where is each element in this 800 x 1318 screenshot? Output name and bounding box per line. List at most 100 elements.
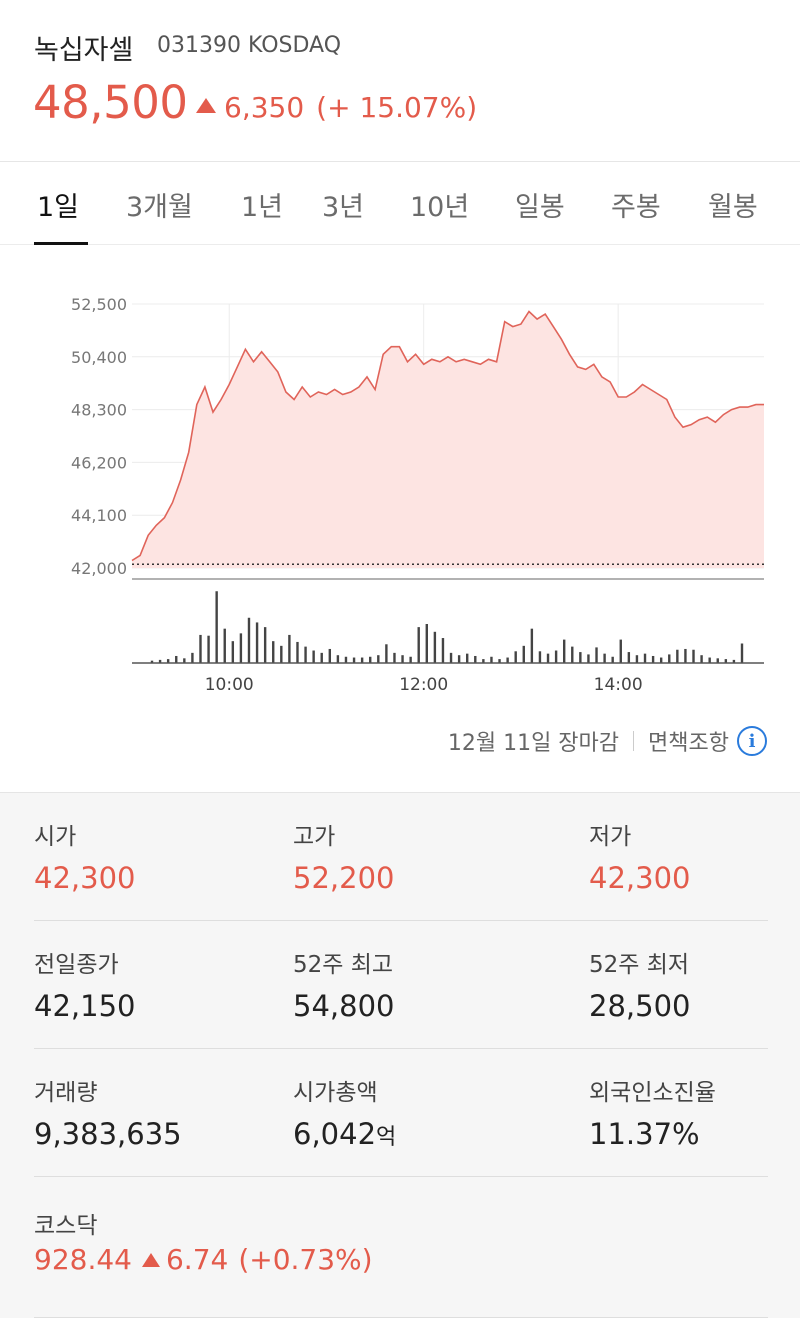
y-tick-label: 44,100	[71, 506, 127, 525]
volume-bar	[466, 653, 469, 663]
stat-foreign-ratio: 외국인소진율 11.37%	[589, 1073, 716, 1151]
volume-bar	[433, 631, 437, 663]
tab-1d[interactable]: 1일	[37, 192, 80, 223]
chart-footer: 12월 11일 장마감 면책조항 i	[448, 725, 767, 757]
up-triangle-icon	[141, 1252, 160, 1267]
kosdaq-change: 6.74	[165, 1243, 229, 1276]
volume-bar	[288, 634, 291, 663]
volume-bar	[158, 659, 162, 663]
x-tick-label: 10:00	[205, 675, 254, 695]
volume-bar	[280, 645, 283, 663]
stats-panel: 시가 42,300 고가 52,200 저가 42,300 전일종가 42,15…	[0, 792, 800, 1318]
stat-value: 9,383,635	[34, 1117, 182, 1151]
change-percent: (+ 15.07%)	[316, 91, 478, 124]
volume-bar	[344, 656, 348, 663]
volume-bar	[595, 647, 598, 663]
tab-10y[interactable]: 10년	[410, 192, 470, 223]
kosdaq-value: 928.44	[34, 1243, 132, 1276]
stat-market-cap: 시가총액 6,042억	[293, 1073, 396, 1151]
price-chart[interactable]: 52,500 50,400 48,300 46,200 44,100 42,000 10:…	[0, 246, 800, 706]
stat-label: 전일종가	[34, 952, 119, 978]
info-icon[interactable]: i	[737, 726, 767, 756]
stat-value: 42,150	[34, 989, 136, 1023]
tab-monthly-candle[interactable]: 월봉	[708, 192, 758, 223]
volume-bar	[175, 655, 178, 663]
y-tick-label: 48,300	[71, 401, 127, 420]
volume-bar	[530, 628, 534, 663]
volume-bar	[514, 651, 517, 663]
price-line	[131, 310, 764, 562]
stat-low: 저가 42,300	[589, 817, 690, 895]
volume-bar	[482, 659, 485, 663]
volume-bar	[441, 638, 445, 663]
tab-weekly-candle[interactable]: 주봉	[611, 192, 661, 223]
volume-bar	[223, 628, 226, 663]
market-cap-number: 6,042	[293, 1117, 377, 1151]
volume-bar	[457, 655, 461, 663]
stat-value: 52,200	[293, 861, 395, 895]
volume-bar	[619, 639, 622, 663]
volume-bar	[692, 649, 695, 663]
x-tick-label: 14:00	[594, 675, 643, 695]
volume-bar	[215, 591, 218, 663]
volume-bar	[150, 660, 154, 663]
volume-bar	[207, 635, 210, 663]
period-tabs: 1일 3개월 1년 3년 10년 일봉 주봉 월봉	[0, 163, 800, 245]
price-area	[132, 311, 764, 568]
stat-label: 거래량	[34, 1080, 98, 1106]
tab-3m[interactable]: 3개월	[126, 192, 193, 223]
disclaimer-link[interactable]: 면책조항	[648, 731, 729, 756]
stat-label: 고가	[293, 824, 336, 850]
stats-row-volume: 거래량 9,383,635 시가총액 6,042억 외국인소진율 11.37%	[34, 1049, 768, 1177]
volume-bar	[425, 624, 428, 663]
volume-bar	[336, 655, 340, 663]
volume-bar	[328, 648, 332, 663]
volume-bar	[409, 656, 412, 663]
stat-label: 시가총액	[293, 1080, 378, 1106]
volume-bar	[272, 641, 275, 663]
volume-bar	[716, 658, 719, 663]
volume-bar	[417, 627, 420, 663]
volume-bar	[587, 654, 590, 663]
volume-bar	[546, 653, 550, 663]
y-tick-label: 46,200	[71, 453, 127, 472]
tab-3y[interactable]: 3년	[322, 192, 365, 223]
stock-name: 녹십자셀	[34, 35, 134, 66]
volume-bar	[377, 655, 380, 663]
y-tick-label: 50,400	[71, 348, 127, 367]
stat-value: 54,800	[293, 989, 395, 1023]
stat-label: 외국인소진율	[589, 1080, 716, 1106]
volume-bar	[490, 656, 493, 663]
volume-bar	[498, 659, 501, 663]
volume-bar	[231, 641, 235, 663]
stat-label: 52주 최고	[293, 952, 394, 978]
stat-value: 6,042억	[293, 1117, 396, 1151]
volume-bar	[700, 655, 703, 663]
volume-bar	[393, 652, 396, 663]
stat-open: 시가 42,300	[34, 817, 135, 895]
volume-bar	[708, 657, 711, 663]
stat-prev-close: 전일종가 42,150	[34, 945, 135, 1023]
volume-bar	[554, 650, 558, 663]
volume-bar	[449, 652, 453, 663]
market-cap-unit: 억	[376, 1125, 397, 1150]
volume-bar	[522, 645, 525, 663]
stat-volume: 거래량 9,383,635	[34, 1073, 182, 1151]
kosdaq-values: 928.44 6.74 (+0.73%)	[34, 1243, 373, 1276]
tab-daily-candle[interactable]: 일봉	[515, 192, 565, 223]
kosdaq-label: 코스닥	[34, 1213, 98, 1239]
volume-bar	[538, 651, 542, 663]
stat-value: 28,500	[589, 989, 691, 1023]
stats-row-range: 전일종가 42,150 52주 최고 54,800 52주 최저 28,500	[34, 921, 768, 1049]
y-tick-label: 52,500	[71, 295, 127, 314]
price-change: 6,350 (+ 15.07%)	[196, 91, 477, 124]
divider	[633, 731, 635, 751]
volume-bar	[352, 657, 356, 663]
volume-bar	[360, 657, 364, 663]
volume-bar	[320, 652, 323, 663]
stat-52w-high: 52주 최고 54,800	[293, 945, 394, 1023]
volume-bar	[239, 633, 243, 663]
tab-1y[interactable]: 1년	[241, 192, 284, 223]
x-tick-label: 12:00	[399, 675, 448, 695]
kosdaq-index[interactable]: 코스닥 928.44 6.74 (+0.73%)	[34, 1180, 768, 1318]
